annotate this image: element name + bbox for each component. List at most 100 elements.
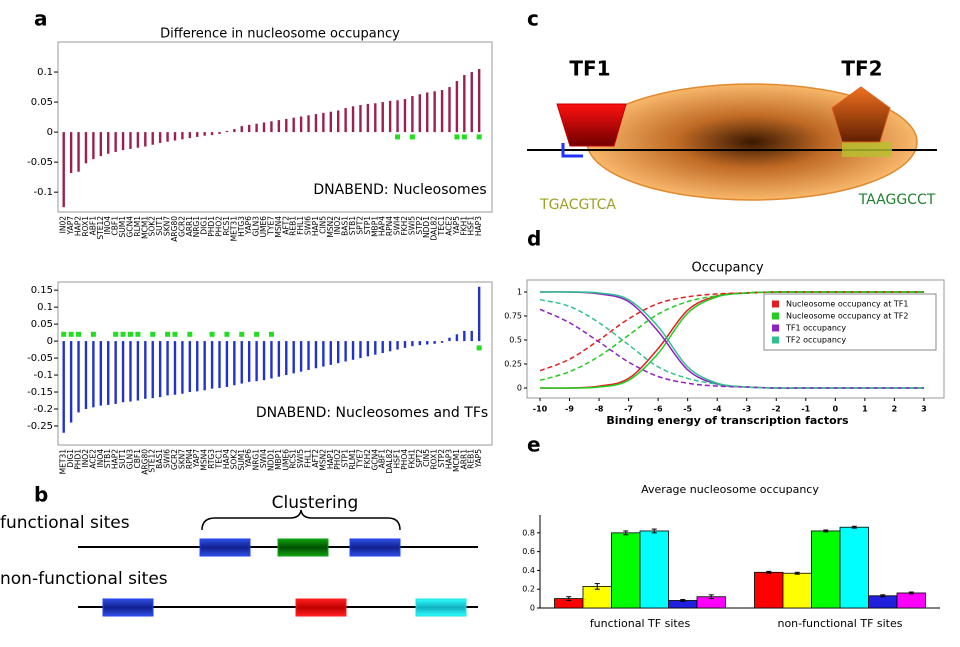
x-tick-label: YAP7: [66, 216, 75, 236]
x-tick-label: GCN4: [125, 216, 134, 238]
y-tick-label: 0.1: [37, 67, 53, 78]
stem: [314, 114, 318, 133]
stem: [285, 118, 288, 133]
x-tick-label: CBF1: [133, 449, 142, 469]
site: [277, 538, 329, 557]
x-tick-label: HAP3: [474, 216, 483, 236]
x-tick-label: SWI5: [296, 449, 305, 468]
sequence: TAAGGCCT: [858, 192, 936, 208]
stem: [426, 341, 429, 345]
x-tick-label: INO2: [81, 449, 90, 468]
y-tick-label: -0.05: [27, 353, 53, 364]
stem: [374, 341, 377, 355]
stem: [455, 81, 459, 133]
stem: [210, 132, 214, 136]
stem: [299, 341, 303, 372]
error-bar: [823, 529, 829, 533]
stem: [144, 132, 147, 147]
stem: [144, 341, 147, 399]
x-tick-label: SPT2: [415, 449, 424, 468]
x-tick-label: ACE2: [88, 449, 97, 469]
stem: [411, 96, 414, 133]
x-tick-label: -6: [654, 405, 663, 414]
x-tick-label: ABF1: [378, 449, 387, 469]
x-tick-label: PHD1: [74, 449, 83, 470]
stem: [299, 116, 303, 133]
stem: [359, 341, 362, 359]
x-tick-label: ARG80: [140, 449, 149, 475]
x-tick-label: REB1: [467, 449, 476, 469]
x-tick-label: -1: [801, 405, 810, 414]
x-tick-label: STP1: [363, 216, 372, 235]
stem: [366, 103, 370, 133]
stem: [173, 341, 177, 395]
error-bar: [651, 528, 657, 534]
x-tick-label: STB1: [103, 449, 112, 468]
y-tick-label: 0.75: [504, 312, 522, 321]
stem: [411, 341, 414, 347]
chart-title: Average nucleosome occupancy: [641, 483, 819, 496]
x-tick-label: AFT2: [281, 216, 290, 235]
x-tick-label: GCN4: [370, 449, 379, 471]
x-tick-label: -4: [713, 405, 722, 414]
x-tick-label: PHO2: [333, 449, 342, 470]
x-tick-label: STE12: [96, 216, 105, 240]
stem: [255, 341, 258, 382]
x-tick-label: HTG3: [237, 216, 246, 237]
x-tick-label: HAP3: [444, 449, 453, 469]
bar: [611, 532, 641, 609]
chart-title: Difference in nucleosome occupancy: [160, 27, 400, 42]
x-tick-label: 1: [862, 405, 868, 414]
stem: [359, 105, 362, 133]
x-tick-label: YAP7: [192, 449, 201, 469]
stem: [114, 132, 117, 152]
x-tick-label: BAS1: [341, 216, 350, 236]
label: TF1: [569, 57, 610, 81]
x-tick-label: DIG1: [200, 216, 209, 235]
stem: [196, 341, 199, 392]
x-tick-label: SPT2: [355, 216, 364, 235]
site: [349, 538, 401, 557]
stem: [188, 341, 192, 393]
stem: [470, 72, 473, 133]
error-bar: [851, 525, 857, 529]
stem: [463, 330, 466, 342]
x-tick-label: RCS1: [289, 449, 298, 469]
x-tick-label: ACE2: [444, 216, 453, 236]
marker: [135, 331, 141, 337]
y-tick-label: 0: [530, 604, 535, 613]
legend-label: TF1 occupancy: [785, 324, 846, 333]
stem: [233, 341, 236, 386]
marker: [172, 331, 178, 337]
x-tick-label: ARR1: [459, 449, 468, 470]
x-tick-label: -8: [595, 405, 604, 414]
x-tick-label: STE12: [148, 449, 157, 473]
y-tick-label: 0: [47, 127, 53, 138]
x-tick-label: YAP5: [452, 216, 461, 236]
legend-swatch: [772, 336, 779, 344]
tf2: [831, 86, 891, 143]
stem: [203, 132, 206, 136]
marker: [120, 331, 126, 337]
panel-label: d: [527, 227, 541, 251]
stem: [188, 132, 192, 139]
x-tick-label: NRG1: [192, 216, 201, 238]
x-tick-label: CIN5: [422, 449, 431, 467]
error-bar: [880, 594, 886, 598]
x-tick-label: TYE7: [355, 449, 364, 469]
site: [561, 143, 583, 158]
x-tick-label: STP2: [415, 216, 424, 235]
stem: [114, 341, 117, 404]
x-tick-label: INO2: [333, 216, 342, 235]
x-tick-label: DAL82: [430, 216, 439, 241]
stem: [433, 91, 436, 133]
marker: [224, 331, 230, 337]
error-bar: [908, 591, 914, 595]
stem: [69, 341, 73, 423]
stem: [121, 132, 125, 151]
y-tick-label: 0: [517, 384, 522, 393]
x-tick-label: ROX1: [81, 216, 90, 237]
site: [199, 538, 251, 557]
stem: [440, 90, 444, 133]
